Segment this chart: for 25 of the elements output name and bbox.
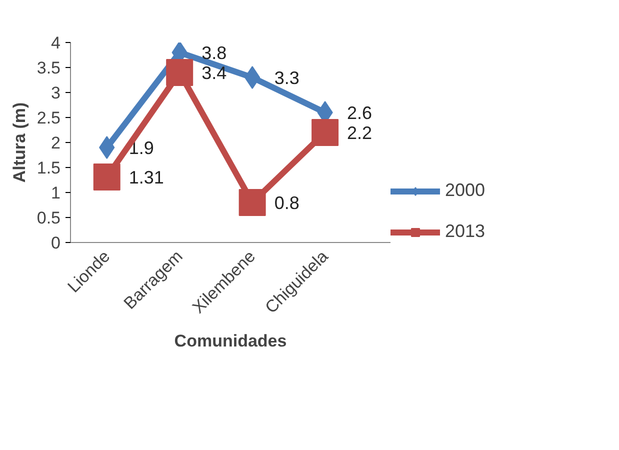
y-tick-label: 1.5 (36, 158, 61, 178)
y-tick-label: 4 (51, 34, 61, 52)
data-label: 2.6 (347, 103, 372, 123)
point (166, 59, 194, 86)
point (312, 119, 339, 146)
data-label: 0.8 (274, 193, 300, 213)
y-tick-label: 1 (51, 184, 61, 202)
data-label: 2.2 (347, 123, 372, 143)
y-tick-label: 0.5 (36, 208, 61, 228)
data-label: 3.4 (202, 63, 227, 83)
x-axis-title: Comunidades (174, 332, 287, 351)
y-tick-label: 0 (51, 234, 61, 252)
point (244, 66, 260, 89)
point (238, 189, 266, 216)
data-label: 3.8 (202, 43, 227, 63)
legend-label: 2013 (445, 221, 486, 242)
y-axis-title: Altura (m) (10, 102, 29, 183)
y-tick-label: 3.5 (36, 58, 61, 78)
data-label: 3.3 (274, 68, 300, 88)
y-tick-label: 2 (51, 134, 61, 152)
data-label: 1.31 (128, 168, 164, 188)
y-tick-label: 2.5 (36, 108, 61, 128)
point (93, 164, 120, 190)
legend-label: 2000 (445, 180, 486, 201)
y-tick-label: 3 (51, 84, 61, 102)
